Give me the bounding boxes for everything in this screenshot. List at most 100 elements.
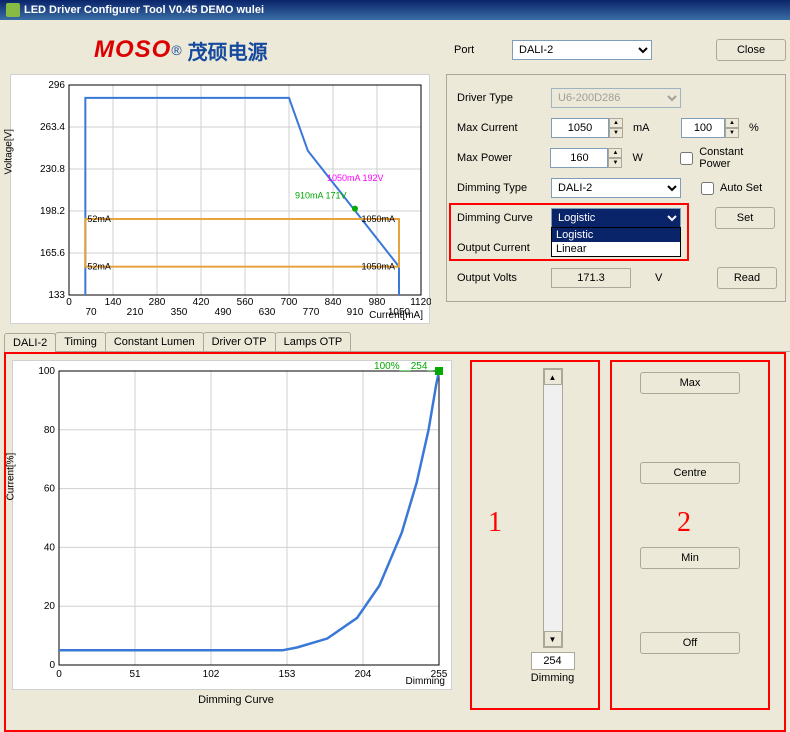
titlebar: LED Driver Configurer Tool V0.45 DEMO wu… <box>0 0 790 20</box>
port-label: Port <box>454 44 504 56</box>
max-power-down[interactable]: ▼ <box>608 158 622 168</box>
svg-text:263.4: 263.4 <box>40 122 65 133</box>
voltage-current-chart: Voltage[V] Current[mA] 133165.6198.2230.… <box>10 74 430 324</box>
max-current-up[interactable]: ▲ <box>609 118 623 128</box>
svg-text:0: 0 <box>66 297 72 308</box>
output-volts-unit: V <box>655 272 673 284</box>
svg-text:153: 153 <box>279 669 296 680</box>
svg-text:560: 560 <box>237 297 254 308</box>
svg-text:840: 840 <box>325 297 342 308</box>
centre-button[interactable]: Centre <box>640 462 740 484</box>
max-current-label: Max Current <box>457 122 545 134</box>
dimming-curve-label: Dimming Curve <box>457 212 545 224</box>
tab-lamps-otp[interactable]: Lamps OTP <box>275 332 352 351</box>
slider-value: 254 <box>531 652 575 670</box>
logo: MOSO ® 茂硕电源 <box>4 26 442 74</box>
svg-text:20: 20 <box>44 601 56 612</box>
svg-text:204: 204 <box>355 669 372 680</box>
svg-text:52mA: 52mA <box>87 214 111 224</box>
min-button[interactable]: Min <box>640 547 740 569</box>
dimming-type-select[interactable]: DALI-2 <box>551 178 681 198</box>
dimming-curve-opt-logistic[interactable]: Logistic <box>552 228 680 242</box>
svg-text:1050mA: 1050mA <box>361 262 395 272</box>
dimming-curve-select[interactable]: Logistic <box>551 208 681 228</box>
slider-panel: ▲ ▼ 254 Dimming 1 <box>470 360 600 710</box>
svg-text:100%__254_: 100%__254_ <box>374 361 433 372</box>
svg-text:60: 60 <box>44 484 56 495</box>
svg-text:133: 133 <box>48 290 65 301</box>
max-button[interactable]: Max <box>640 372 740 394</box>
tab-driver-otp[interactable]: Driver OTP <box>203 332 276 351</box>
driver-type-label: Driver Type <box>457 92 545 104</box>
svg-text:102: 102 <box>203 669 220 680</box>
svg-text:910mA 171V: 910mA 171V <box>295 191 347 201</box>
max-current-pct-input[interactable] <box>681 118 725 138</box>
slider-track[interactable] <box>544 385 562 631</box>
svg-text:165.6: 165.6 <box>40 248 65 259</box>
svg-text:198.2: 198.2 <box>40 206 65 217</box>
parameters-panel: Driver Type U6-200D286 Max Current ▲▼ mA… <box>446 74 786 302</box>
tab-dali2[interactable]: DALI-2 <box>4 333 56 352</box>
slider-up[interactable]: ▲ <box>544 369 562 385</box>
svg-text:100: 100 <box>38 366 55 377</box>
dimming-slider[interactable]: ▲ ▼ <box>543 368 563 648</box>
svg-text:420: 420 <box>193 297 210 308</box>
read-button[interactable]: Read <box>717 267 777 289</box>
constant-power-checkbox[interactable] <box>680 152 693 165</box>
svg-text:296: 296 <box>48 80 65 91</box>
svg-text:52mA: 52mA <box>87 262 111 272</box>
slider-label: Dimming <box>531 672 574 684</box>
dimming-curve-chart: Current[%] Dimming 020406080100051102153… <box>12 360 452 690</box>
svg-text:255: 255 <box>431 669 448 680</box>
dimming-curve-opt-linear[interactable]: Linear <box>552 242 680 256</box>
svg-text:350: 350 <box>171 307 188 318</box>
constant-power-label: Constant Power <box>699 146 777 170</box>
tab-content: Current[%] Dimming 020406080100051102153… <box>4 352 786 732</box>
output-volts-value: 171.3 <box>551 268 631 288</box>
tabs: DALI-2 Timing Constant Lumen Driver OTP … <box>4 332 790 352</box>
svg-text:0: 0 <box>49 660 55 671</box>
annotation-2: 2 <box>677 507 691 539</box>
off-button[interactable]: Off <box>640 632 740 654</box>
max-power-unit: W <box>632 152 650 164</box>
logo-brand: MOSO <box>94 36 171 64</box>
max-current-pct-down[interactable]: ▼ <box>725 128 739 138</box>
dimming-curve-dropdown[interactable]: Logistic Linear <box>551 227 681 257</box>
svg-text:1050mA 192V: 1050mA 192V <box>327 173 384 183</box>
port-select[interactable]: DALI-2 <box>512 40 652 60</box>
driver-type-select: U6-200D286 <box>551 88 681 108</box>
svg-text:1050: 1050 <box>388 307 411 318</box>
svg-text:980: 980 <box>369 297 386 308</box>
annotation-1: 1 <box>488 507 502 539</box>
close-button[interactable]: Close <box>716 39 786 61</box>
max-current-input[interactable] <box>551 118 609 138</box>
svg-text:1050mA: 1050mA <box>361 214 395 224</box>
svg-text:70: 70 <box>85 307 97 318</box>
svg-text:140: 140 <box>105 297 122 308</box>
svg-text:210: 210 <box>127 307 144 318</box>
max-current-down[interactable]: ▼ <box>609 128 623 138</box>
slider-down[interactable]: ▼ <box>544 631 562 647</box>
max-current-unit: mA <box>633 122 651 134</box>
tab-constant-lumen[interactable]: Constant Lumen <box>105 332 204 351</box>
max-current-pct-unit: % <box>749 122 767 134</box>
logo-cn: 茂硕电源 <box>188 36 268 65</box>
svg-text:1120: 1120 <box>410 297 431 308</box>
max-power-label: Max Power <box>457 152 544 164</box>
output-volts-label: Output Volts <box>457 272 545 284</box>
dimming-type-label: Dimming Type <box>457 182 545 194</box>
autoset-checkbox[interactable] <box>701 182 714 195</box>
svg-text:630: 630 <box>259 307 276 318</box>
tab-timing[interactable]: Timing <box>55 332 106 351</box>
app-icon <box>6 3 20 17</box>
logo-reg: ® <box>171 42 181 58</box>
max-current-pct-up[interactable]: ▲ <box>725 118 739 128</box>
set-button[interactable]: Set <box>715 207 775 229</box>
max-power-input[interactable] <box>550 148 608 168</box>
window-title: LED Driver Configurer Tool V0.45 DEMO wu… <box>24 4 264 16</box>
svg-text:910: 910 <box>347 307 364 318</box>
max-power-up[interactable]: ▲ <box>608 148 622 158</box>
svg-text:280: 280 <box>149 297 166 308</box>
svg-text:770: 770 <box>303 307 320 318</box>
svg-text:0: 0 <box>56 669 62 680</box>
